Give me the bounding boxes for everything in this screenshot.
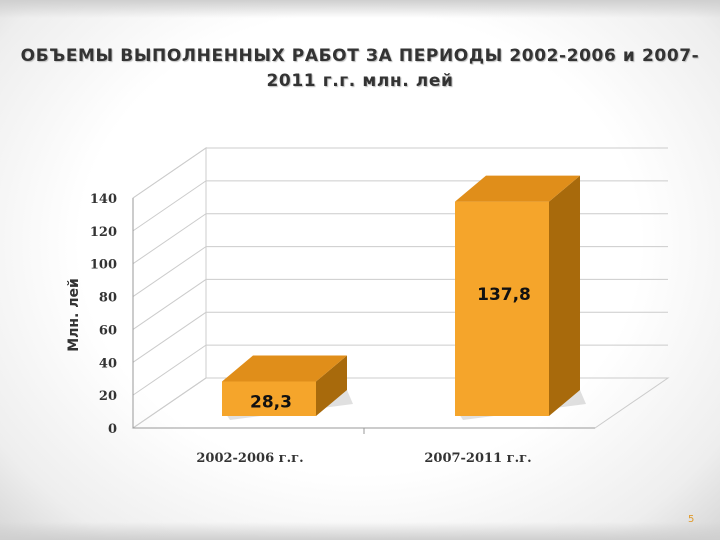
chart-data-labels: 28,3 137,8: [250, 285, 531, 412]
gridline: [132, 147, 668, 199]
chart-axes: [131, 147, 670, 434]
y-axis-tick-labels: 0 20 40 60 80 100 120 140: [90, 192, 117, 437]
gridline: [132, 180, 668, 232]
chart-bars: [222, 175, 586, 420]
gridline: [132, 278, 668, 330]
chart-gridlines: [132, 147, 668, 429]
bar: [222, 355, 353, 420]
y-tick-label: 80: [99, 291, 117, 306]
slide-top-edge: [0, 0, 720, 18]
slide-title: ОБЪЕМЫ ВЫПОЛНЕННЫХ РАБОТ ЗА ПЕРИОДЫ 2002…: [20, 46, 700, 91]
bar-top: [455, 175, 580, 202]
slide-bottom-edge: [0, 522, 720, 540]
y-tick-label: 0: [108, 422, 117, 437]
y-tick-label: 20: [99, 389, 117, 404]
gridline: [132, 311, 668, 363]
y-axis-title: Млн. лей: [66, 278, 82, 352]
x-category-label: 2007-2011 г.г.: [424, 451, 531, 466]
bar-side: [316, 355, 347, 416]
y-tick-label: 140: [90, 192, 117, 207]
y-tick-label: 120: [90, 225, 117, 240]
data-label: 28,3: [250, 393, 292, 413]
y-tick-label: 100: [90, 258, 117, 273]
bar-top: [222, 355, 347, 382]
bar-front: [222, 381, 316, 416]
gridline: [132, 344, 668, 396]
data-label: 137,8: [477, 285, 531, 305]
floor-plane: [131, 377, 670, 429]
page-number: 5: [688, 514, 695, 525]
x-category-label: 2002-2006 г.г.: [196, 451, 303, 466]
bar: [455, 175, 586, 420]
x-axis-category-labels: 2002-2006 г.г. 2007-2011 г.г.: [196, 451, 531, 466]
y-tick-label: 60: [99, 323, 117, 338]
gridline: [132, 213, 668, 265]
gridline: [132, 377, 668, 429]
gridline: [132, 246, 668, 297]
y-tick-label: 40: [99, 356, 117, 371]
bar-side: [549, 175, 580, 416]
bar-front: [455, 201, 549, 416]
